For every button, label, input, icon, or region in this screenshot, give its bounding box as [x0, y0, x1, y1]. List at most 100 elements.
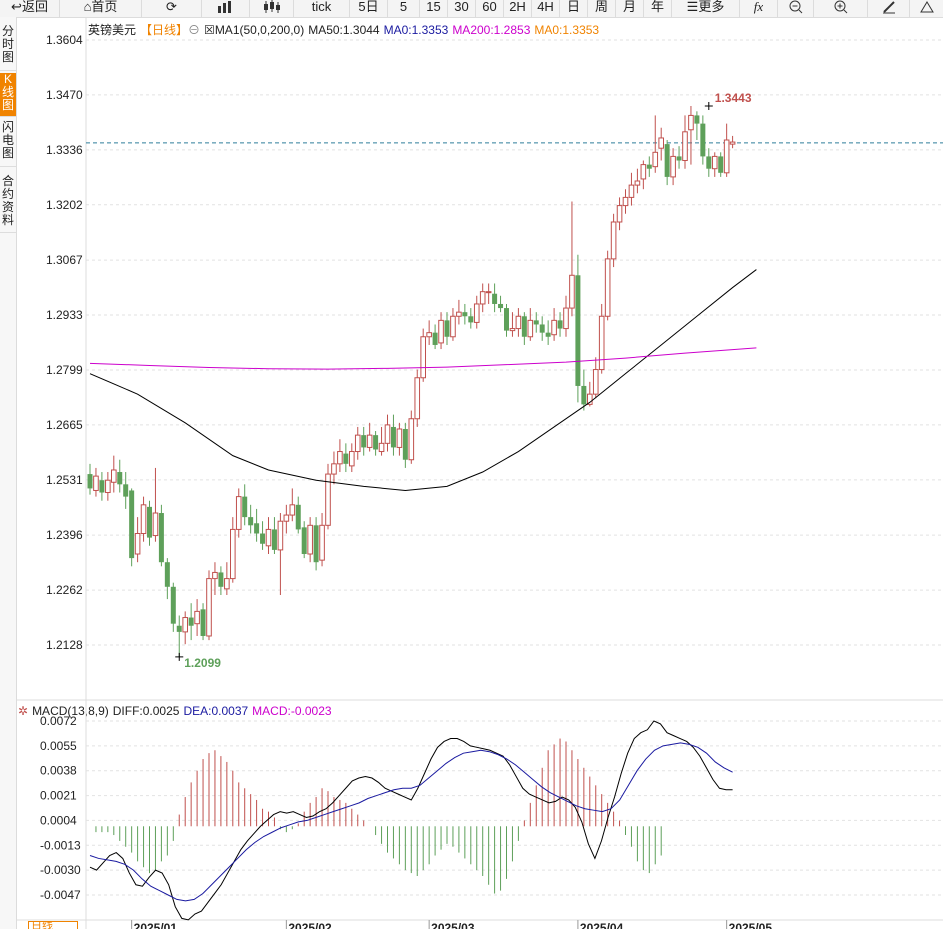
bar-chart-icon [217, 1, 231, 13]
candle-body [450, 315, 456, 338]
candle-body [545, 332, 551, 337]
candle-body [504, 308, 509, 331]
candle-body [610, 221, 617, 260]
candle-body [438, 319, 444, 344]
candle-body [182, 617, 188, 633]
candle-body [533, 320, 539, 325]
candle-body [539, 324, 545, 333]
period-month-button[interactable]: 月 [616, 0, 644, 17]
candle-body [140, 504, 147, 535]
macd-tick-label: -0.0047 [40, 888, 81, 902]
candle-body [581, 385, 587, 405]
candle-body [271, 529, 277, 550]
formula-button[interactable]: fx [740, 0, 778, 17]
candle-body [319, 524, 325, 561]
tab-flash[interactable]: 闪电图 [0, 121, 16, 167]
candle-body [235, 496, 242, 530]
period-day-button[interactable]: 日 [560, 0, 588, 17]
candle-body [313, 525, 319, 563]
macd-setting: MACD(13,8,9) [32, 704, 109, 718]
ma-settings-icon[interactable]: ☒ [204, 23, 215, 37]
candle-body [260, 533, 266, 544]
zoom-out-button[interactable] [778, 0, 814, 17]
candle-body [420, 336, 426, 379]
candle-body [396, 428, 403, 448]
period-2h-button[interactable]: 2H [504, 0, 532, 17]
bottom-period-tab[interactable]: 日线 [28, 921, 78, 929]
tab-kline[interactable]: K线图 [0, 73, 16, 117]
candle-body [176, 625, 182, 632]
candle-body [598, 315, 605, 371]
home-button[interactable]: ⌂首页 [60, 0, 142, 17]
date-tick-label: 2025/03 [431, 921, 475, 929]
tick-button[interactable]: tick [294, 0, 350, 17]
candle-body [134, 533, 141, 555]
candle-body [670, 155, 676, 178]
candle-type-button[interactable] [250, 0, 294, 17]
price-tick-label: 1.3202 [46, 198, 83, 212]
toolbar: ↩返回 ⌂首页 ⟳ tick 5日 5 15 30 60 2H 4H 日 周 月… [0, 0, 943, 18]
candle-body [646, 164, 652, 169]
candle-body [390, 426, 396, 448]
candle-body [468, 316, 474, 323]
candle-body [99, 480, 105, 493]
zoom-in-button[interactable] [814, 0, 868, 17]
period-60-button[interactable]: 60 [476, 0, 504, 17]
tab-contract[interactable]: 合约资料 [0, 175, 16, 233]
candle-body [498, 303, 504, 309]
macd-tick-label: 0.0055 [40, 739, 77, 753]
period-15-button[interactable]: 15 [420, 0, 448, 17]
candle-body [224, 578, 230, 590]
chart-type-button[interactable] [202, 0, 250, 17]
candle-body [587, 393, 593, 405]
pencil-icon [882, 1, 895, 14]
period-30-button[interactable]: 30 [448, 0, 476, 17]
macd-tick-label: 0.0021 [40, 789, 77, 803]
candle-body [361, 435, 367, 448]
candle-body [682, 131, 688, 162]
macd-histogram [95, 738, 662, 894]
period-4h-button[interactable]: 4H [532, 0, 560, 17]
ma50-value: MA50:1.3044 [308, 23, 380, 37]
candle-body [622, 196, 629, 207]
main-legend: 英镑美元 【日线】⊖ ☒MA1(50,0,200,0) MA50:1.3044 MA0:… [88, 21, 603, 38]
candle-body [230, 528, 236, 580]
candle-body [170, 586, 176, 624]
candle-body [373, 435, 379, 450]
collapse-icon[interactable]: ⊖ [188, 23, 201, 37]
candle-body [688, 114, 694, 131]
period-5day-button[interactable]: 5日 [350, 0, 388, 17]
period-year-button[interactable]: 年 [644, 0, 672, 17]
more-button[interactable]: ☰更多 [672, 0, 740, 17]
candle-body [343, 453, 349, 464]
candle-body [123, 484, 129, 497]
refresh-icon: ⟳ [166, 0, 177, 14]
candle-body [634, 180, 641, 186]
candle-body [658, 137, 665, 149]
period-5-button[interactable]: 5 [388, 0, 420, 17]
tab-timeshare[interactable]: 分时图 [0, 25, 16, 71]
candle-body [711, 155, 718, 170]
refresh-button[interactable]: ⟳ [142, 0, 202, 17]
macd-settings-icon[interactable]: ✲ [18, 704, 29, 718]
candle-body [515, 315, 522, 330]
menu-icon: ☰ [686, 0, 699, 14]
price-tick-label: 1.3604 [46, 33, 83, 47]
sidebar: 分时图 K线图 闪电图 合约资料 [0, 17, 17, 929]
zoom-in-icon [834, 0, 847, 14]
ma200-value: MA200:1.2853 [452, 23, 531, 37]
candle-body [93, 475, 99, 491]
period-week-button[interactable]: 周 [588, 0, 616, 17]
collapse-button[interactable] [910, 0, 943, 17]
back-button[interactable]: ↩返回 [0, 0, 60, 17]
low-label: 1.2099 [184, 656, 221, 670]
date-tick-label: 2025/05 [729, 921, 773, 929]
candle-body [194, 610, 200, 625]
draw-button[interactable] [868, 0, 910, 17]
candles [87, 105, 736, 657]
candle-body [444, 320, 450, 337]
candle-body [432, 332, 438, 345]
date-tick-label: 2025/04 [580, 921, 624, 929]
macd-tick-label: -0.0013 [40, 838, 81, 852]
